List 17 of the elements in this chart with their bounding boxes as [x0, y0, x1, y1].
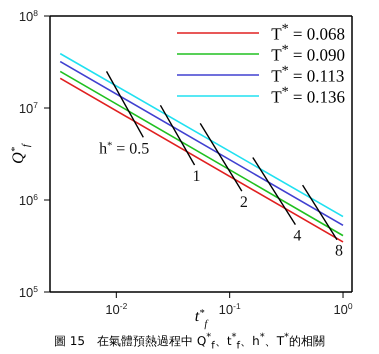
- annotation: h$^{*}$ = 0.5: [99, 140, 150, 158]
- x-tick-label: 10$^{-2}$: [105, 301, 128, 317]
- x-tick-label: 10$^{0}$: [333, 301, 353, 317]
- legend-label: T$^{*}$ = 0.090: [271, 42, 345, 66]
- legend-label: T$^{*}$ = 0.068: [271, 20, 345, 44]
- y-tick-label: 10$^{8}$: [18, 8, 38, 24]
- legend-label: T$^{*}$ = 0.113: [271, 62, 344, 86]
- y-tick-label: 10$^{5}$: [18, 284, 38, 300]
- y-tick-label: 10$^{7}$: [18, 100, 38, 116]
- x-tick-label: 10$^{-1}$: [218, 301, 241, 317]
- annotation: 8: [335, 242, 344, 260]
- legend-label: T$^{*}$ = 0.136: [271, 84, 345, 108]
- text: 圖 15 在氣體預熱過程中 Q$^{*}$$_{f}$、t$^{*}$$_{f}$、h$^{*}$、T$^{*}$的相關: [54, 332, 326, 352]
- y-tick-label: 10$^{6}$: [18, 192, 38, 208]
- annotation: 2: [240, 194, 248, 212]
- annotation: 4: [293, 228, 302, 245]
- annotation: 1: [192, 168, 201, 186]
